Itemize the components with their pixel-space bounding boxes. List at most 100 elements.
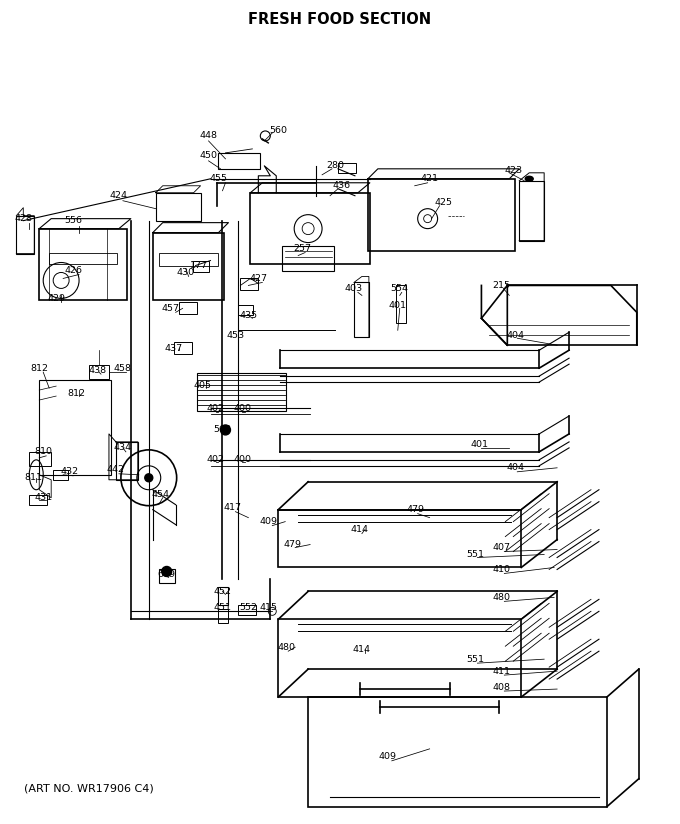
Text: 551: 551 [466, 654, 484, 663]
Text: 429: 429 [47, 294, 65, 303]
Text: 417: 417 [224, 503, 241, 513]
Text: 401: 401 [471, 440, 488, 449]
Text: 480: 480 [492, 593, 510, 602]
Bar [39, 228, 127, 301]
Bar [29, 452, 51, 466]
Text: 428: 428 [14, 214, 32, 223]
Text: 404: 404 [507, 330, 524, 339]
Bar [173, 342, 192, 354]
Bar [396, 285, 406, 323]
Text: 404: 404 [507, 463, 524, 472]
Text: 431: 431 [34, 494, 52, 502]
Bar [39, 380, 111, 475]
Bar [156, 193, 201, 221]
Text: 458: 458 [114, 363, 132, 372]
Text: 453: 453 [226, 330, 245, 339]
Text: 427: 427 [250, 274, 267, 283]
Text: 400: 400 [233, 456, 252, 465]
Bar [153, 232, 224, 301]
Bar [282, 246, 334, 271]
Text: (ART NO. WR17906 C4): (ART NO. WR17906 C4) [24, 784, 154, 794]
Bar [218, 588, 228, 606]
Text: 457: 457 [162, 304, 180, 313]
Bar [278, 620, 522, 697]
Bar [338, 163, 356, 173]
Text: 403: 403 [345, 284, 363, 293]
Text: 415: 415 [259, 603, 277, 612]
Text: 552: 552 [239, 603, 257, 612]
Bar [218, 609, 228, 623]
Text: 479: 479 [283, 540, 301, 549]
Circle shape [145, 474, 153, 482]
Text: 401: 401 [389, 301, 407, 310]
Text: 437: 437 [165, 344, 183, 353]
Text: 411: 411 [492, 667, 510, 676]
Text: 438: 438 [89, 366, 107, 375]
Text: 402: 402 [207, 404, 224, 413]
Text: 451: 451 [214, 603, 231, 612]
Circle shape [220, 425, 231, 435]
Text: 551: 551 [466, 550, 484, 559]
Text: 426: 426 [64, 266, 82, 275]
Text: 556: 556 [64, 216, 82, 225]
Bar [308, 697, 607, 807]
Text: 409: 409 [379, 752, 397, 761]
Text: 421: 421 [421, 175, 439, 183]
Text: 409: 409 [259, 517, 277, 527]
Text: 425: 425 [435, 199, 453, 207]
Text: 479: 479 [407, 505, 425, 514]
Bar [158, 252, 218, 266]
Text: 215: 215 [492, 281, 510, 290]
Text: 410: 410 [492, 565, 510, 574]
Text: 280: 280 [326, 162, 344, 171]
Text: 424: 424 [110, 191, 128, 200]
Bar [278, 510, 522, 568]
Text: 452: 452 [214, 587, 231, 596]
Bar [16, 216, 34, 254]
Text: 812: 812 [67, 389, 85, 397]
Text: 560: 560 [269, 126, 287, 135]
Bar [49, 252, 117, 265]
Text: 554: 554 [391, 284, 409, 293]
Ellipse shape [525, 176, 533, 181]
Circle shape [162, 566, 171, 577]
Text: 811: 811 [24, 473, 42, 482]
Text: 455: 455 [209, 175, 228, 183]
Text: 400: 400 [233, 404, 252, 413]
Bar [239, 606, 256, 616]
Text: 454: 454 [152, 490, 170, 499]
Text: 448: 448 [199, 132, 218, 140]
Text: 430: 430 [177, 268, 194, 277]
Text: 442: 442 [107, 466, 125, 475]
Text: 434: 434 [114, 443, 132, 452]
Text: 402: 402 [207, 456, 224, 465]
Bar [368, 179, 515, 250]
Text: 405: 405 [194, 381, 211, 390]
Text: 436: 436 [333, 181, 351, 190]
Text: 414: 414 [351, 525, 369, 534]
Text: 414: 414 [353, 644, 371, 653]
Text: 609: 609 [158, 570, 175, 579]
Bar [29, 494, 47, 504]
Bar [158, 569, 175, 583]
Text: 563: 563 [214, 425, 232, 434]
Bar [250, 193, 370, 265]
Text: 435: 435 [239, 311, 258, 320]
Bar [179, 302, 197, 314]
Text: 450: 450 [199, 152, 218, 161]
Bar [520, 180, 544, 241]
Text: 408: 408 [492, 682, 510, 691]
Text: FRESH FOOD SECTION: FRESH FOOD SECTION [248, 12, 432, 27]
Text: 810: 810 [34, 447, 52, 456]
Text: 432: 432 [60, 467, 78, 476]
Bar [218, 153, 260, 169]
Bar [241, 279, 258, 290]
Text: 257: 257 [293, 244, 311, 253]
Bar [89, 365, 109, 379]
Bar [354, 283, 369, 337]
Text: 177: 177 [190, 261, 207, 270]
Text: 812: 812 [30, 363, 48, 372]
Bar [239, 306, 254, 316]
Bar [53, 470, 68, 480]
Text: 423: 423 [505, 166, 522, 176]
